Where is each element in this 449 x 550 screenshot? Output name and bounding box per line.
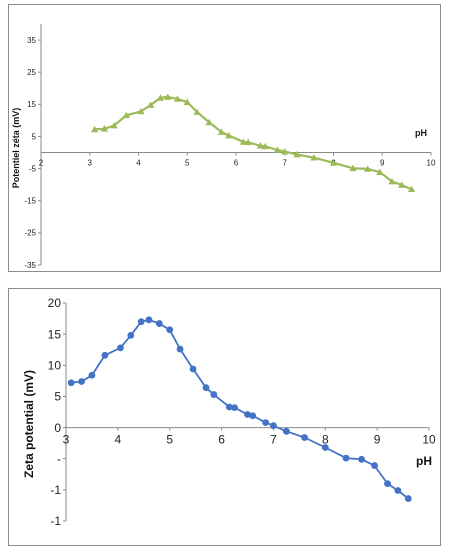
bot-data-point [342,454,350,462]
bot-data-point [155,320,163,327]
top-data-point [137,107,145,115]
bot-data-point [282,427,290,435]
bot-data-point [210,391,218,398]
top-data-point [225,131,233,139]
top-data-point [329,159,338,166]
bot-data-point [78,378,85,385]
chart-bottom: 20 15 10 5 0 - -1 -1 3 4 5 6 7 8 9 10 pH Zeta potential… [22,296,436,528]
bottom-y-axis-title: Zeta potential (mV) [22,370,36,478]
top-x-axis-title: pH [415,128,427,138]
bot-y-tick-label: - [57,452,61,466]
bottom-x-axis-title: pH [416,454,432,468]
bot-y-tick-label: 0 [54,421,61,435]
top-x-tick-label: 4 [136,159,141,168]
top-data-point [156,94,165,101]
top-data-point [244,138,252,146]
top-data-point [147,101,155,108]
top-y-tick-label: -25 [24,229,36,238]
top-y-tick-label: 15 [27,100,36,109]
top-data-point [183,98,191,105]
bot-data-point [321,444,329,451]
top-y-tick-label: 35 [27,36,36,45]
bot-x-tick-label: 8 [322,433,329,447]
top-x-tick-label: 5 [185,159,190,168]
bot-y-tick-label: 10 [48,358,62,372]
top-data-point [217,128,225,135]
bot-y-tick-label: 20 [48,296,62,310]
top-data-point [91,125,99,133]
top-data-point [193,108,201,115]
top-data-point [256,142,264,149]
top-x-tick-label: 3 [88,159,93,168]
top-data-point [281,147,289,155]
bot-data-point [301,434,308,441]
bot-data-point [101,351,109,359]
bot-x-tick-label: 9 [374,433,381,447]
bot-data-point [137,318,145,326]
top-data-point [293,150,301,158]
top-data-point [310,154,318,161]
bot-data-point [145,316,153,324]
bot-y-tick-label: 15 [48,327,62,341]
top-data-point [349,164,357,172]
top-x-tick-label: 9 [380,159,385,168]
top-data-point [110,121,118,129]
bot-y-tick-label: 5 [54,390,61,404]
bot-data-point [384,480,391,488]
bot-data-point [202,384,210,392]
chart-panel-bottom: 20 15 10 5 0 - -1 -1 3 4 5 6 7 8 9 10 pH Zeta potential… [8,288,441,546]
top-data-point [100,125,108,132]
bot-x-tick-label: 3 [63,433,70,447]
bot-data-point [231,404,238,412]
top-x-tick-label: 7 [283,159,288,168]
top-data-point [376,168,384,176]
bot-data-point [117,344,124,352]
bot-data-point [262,419,270,426]
bot-x-tick-label: 10 [422,433,436,447]
bot-data-point [88,371,96,379]
bot-data-point [394,487,402,494]
bot-y-tick-label: -1 [50,514,61,528]
top-y-tick-label: -35 [24,261,36,270]
bot-data-point [404,495,412,502]
top-data-point [239,138,247,145]
bot-data-point [166,326,174,334]
bot-data-point [244,411,251,418]
bot-x-tick-label: 4 [115,433,122,447]
top-x-tick-label: 6 [234,159,239,168]
top-x-tick-label: 2 [39,159,44,168]
bot-data-point [358,455,365,463]
top-data-point [273,146,282,153]
bot-data-point [176,345,184,353]
top-data-point [398,181,406,188]
top-data-point [261,142,269,150]
top-data-point [164,93,172,100]
top-data-point [407,185,416,193]
top-y-axis-title: Potentiel zéta (mV) [11,108,21,189]
top-y-tick-label: 25 [27,68,36,77]
top-data-point [364,165,372,172]
top-data-point [205,118,213,126]
bot-x-tick-label: 7 [270,433,277,447]
bot-data-point [249,412,257,420]
top-y-tick-label: 5 [32,132,37,141]
bot-data-point [225,403,233,411]
bot-data-point [270,422,277,430]
top-data-point [173,95,182,102]
bot-x-tick-label: 6 [218,433,225,447]
bot-y-tick-label: -1 [50,483,61,497]
top-x-tick-label: 10 [427,159,436,168]
top-y-tick-label: -15 [24,197,36,206]
bot-data-point [189,365,197,373]
bot-data-point [127,331,135,339]
top-data-point [122,111,130,119]
top-data-point [388,177,396,185]
bot-data-point [67,379,75,387]
bot-data-point [371,462,378,469]
top-y-tick-label: -5 [29,164,37,173]
bot-x-tick-label: 5 [166,433,173,447]
